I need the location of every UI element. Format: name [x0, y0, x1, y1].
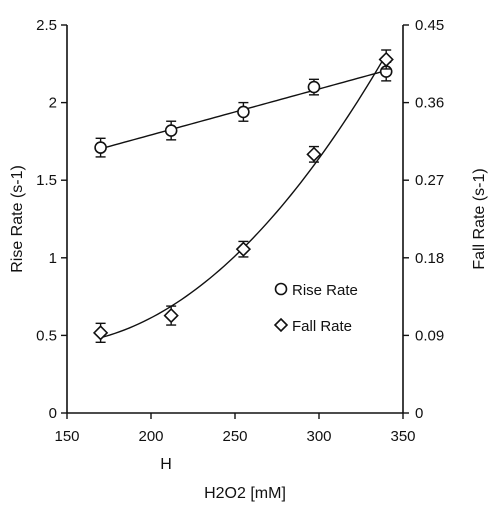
- legend-fall-rate-label: Fall Rate: [292, 318, 352, 335]
- y-left-tick-label: 1.5: [36, 172, 57, 189]
- x-caption: H: [160, 456, 172, 473]
- fall-rate-point: [92, 325, 109, 341]
- y-left-axis-label: Rise Rate (s-1): [9, 165, 26, 273]
- fall-rate-point: [306, 146, 322, 162]
- rise-rate-point: [164, 124, 178, 137]
- y-left-tick-label: 0: [49, 405, 57, 422]
- y-left-tick-label: 0.5: [36, 327, 57, 344]
- y-right-tick-label: 0.18: [415, 250, 444, 267]
- x-tick-label: 250: [222, 428, 247, 445]
- legend-rise-rate-label: Rise Rate: [292, 282, 358, 299]
- legend: Rise Rate Fall Rate: [273, 282, 358, 335]
- legend-rise-rate-marker: [274, 282, 288, 296]
- fall-rate-point: [235, 241, 252, 257]
- fall-rate-point: [163, 307, 179, 324]
- y-left-tick-label: 2: [49, 95, 57, 112]
- y-left-tick-label: 1: [49, 250, 57, 267]
- data-points: [92, 49, 394, 343]
- y-right-tick-label: 0.09: [415, 327, 444, 344]
- x-tick-label: 350: [390, 428, 415, 445]
- x-tick-label: 200: [138, 428, 163, 445]
- x-axis-label: H2O2 [mM]: [204, 485, 286, 502]
- x-tick-label: 150: [54, 428, 79, 445]
- y-right-axis-label: Fall Rate (s-1): [471, 168, 488, 269]
- fall-rate-point: [378, 51, 394, 68]
- rise-rate-point: [94, 141, 107, 154]
- y-right-tick-label: 0: [415, 405, 423, 422]
- legend-fall-rate-marker: [273, 317, 289, 333]
- axes: 150 200 250 300 35000.511.522.500.090.180.27…: [36, 17, 444, 445]
- y-right-tick-label: 0.45: [415, 17, 444, 34]
- y-right-tick-label: 0.27: [415, 172, 444, 189]
- y-left-tick-label: 2.5: [36, 17, 57, 34]
- y-right-tick-label: 0.36: [415, 95, 444, 112]
- x-tick-label: 300: [306, 428, 331, 445]
- rise-rate-point: [237, 105, 250, 119]
- rise-rate-point: [307, 80, 321, 94]
- axis-labels: H H2O2 [mM] Rise Rate (s-1) Fall Rate (s…: [9, 165, 488, 502]
